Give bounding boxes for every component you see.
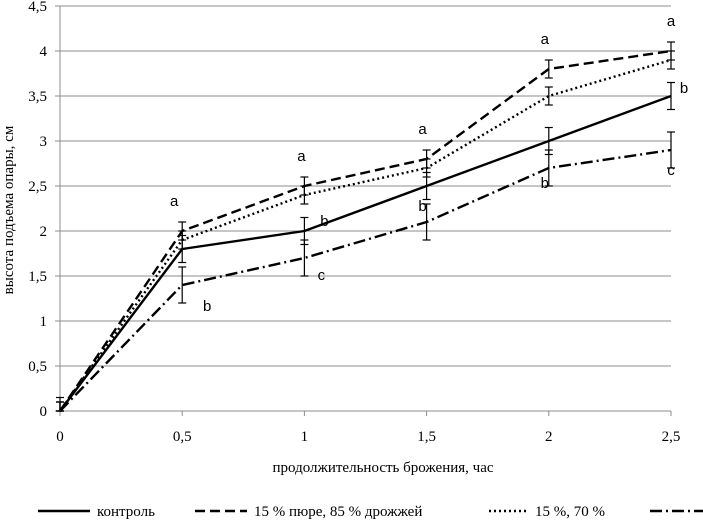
y-tick-label: 2 bbox=[40, 224, 48, 240]
x-tick-label: 1,5 bbox=[417, 429, 436, 445]
y-tick-label: 3 bbox=[40, 134, 48, 150]
significance-label: c bbox=[667, 162, 675, 179]
series-line-3 bbox=[59, 58, 672, 412]
y-tick-label: 1,5 bbox=[28, 269, 47, 285]
y-tick-label: 4,5 bbox=[28, 0, 47, 15]
significance-label: b bbox=[680, 80, 688, 97]
significance-label: b bbox=[203, 298, 211, 315]
significance-label: a bbox=[418, 121, 427, 138]
y-tick-label: 2,5 bbox=[28, 179, 47, 195]
tick-labels: 0 0,5 1 1,5 2 2,5 3 3,5 4 4,5 0 0,5 1 1,5 2 2,5 bbox=[28, 0, 680, 445]
y-tick-label: 0,5 bbox=[28, 359, 47, 375]
x-axis-title: продолжительность брожения, час bbox=[272, 460, 493, 476]
significance-label: b bbox=[320, 213, 328, 230]
y-tick-label: 0 bbox=[40, 404, 48, 420]
legend: контроль 15 % пюре, 85 % дрожжей 15 %, 70 … bbox=[38, 504, 703, 520]
significance-label: c bbox=[318, 267, 326, 284]
x-tick-label: 2 bbox=[545, 429, 553, 445]
axes bbox=[55, 5, 672, 416]
y-axis-title: высота подъема опары, см bbox=[1, 125, 17, 294]
grid bbox=[60, 5, 671, 367]
significance-label: a bbox=[170, 193, 179, 210]
x-tick-label: 0 bbox=[56, 429, 64, 445]
legend-label-2: 15 % пюре, 85 % дрожжей bbox=[254, 504, 422, 519]
y-tick-label: 1 bbox=[40, 314, 48, 330]
error-bars bbox=[56, 41, 675, 412]
legend-label-3: 15 %, 70 % bbox=[535, 504, 605, 519]
y-tick-label: 4 bbox=[40, 44, 48, 60]
series-line-2 bbox=[59, 49, 672, 412]
x-tick-label: 2,5 bbox=[662, 429, 681, 445]
x-tick-label: 1 bbox=[301, 429, 309, 445]
significance-label: b bbox=[541, 175, 549, 192]
legend-label-1: контроль bbox=[97, 504, 155, 519]
series-lines bbox=[59, 49, 672, 412]
significance-label: b bbox=[418, 198, 426, 215]
significance-label: a bbox=[297, 148, 306, 165]
significance-label: a bbox=[541, 31, 550, 48]
y-tick-label: 3,5 bbox=[28, 89, 47, 105]
significance-labels: a b a b c a b a b a b c bbox=[170, 13, 688, 315]
significance-label: a bbox=[667, 13, 676, 30]
x-tick-label: 0,5 bbox=[173, 429, 192, 445]
series-line-1 bbox=[59, 94, 672, 412]
series-line-4 bbox=[59, 148, 672, 412]
